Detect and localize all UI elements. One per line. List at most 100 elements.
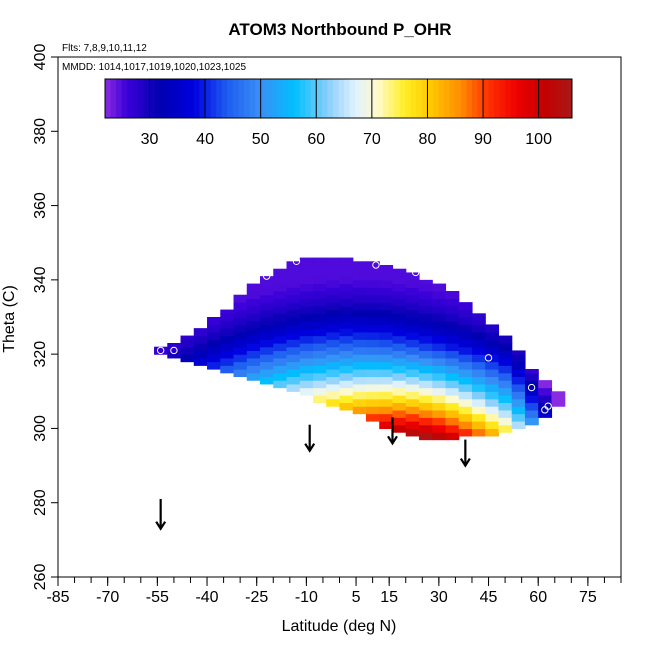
heatmap-cell: [339, 261, 354, 270]
heatmap-field: [154, 257, 566, 441]
heatmap-cell: [471, 391, 486, 400]
colorbar-segment: [449, 79, 456, 118]
heatmap-cell: [220, 320, 235, 329]
heatmap-cell: [260, 309, 274, 318]
colorbar-segment: [160, 79, 167, 118]
colorbar-segment: [466, 79, 473, 118]
heatmap-cell: [246, 283, 261, 292]
heatmap-cell: [326, 309, 341, 318]
heatmap-cell: [485, 361, 500, 370]
heatmap-cell: [511, 350, 526, 355]
heatmap-cell: [313, 276, 327, 285]
heatmap-cell: [207, 324, 221, 333]
heatmap-cell: [458, 383, 473, 392]
heatmap-cell: [418, 372, 433, 381]
heatmap-cell: [471, 354, 486, 363]
heatmap-cell: [220, 313, 235, 322]
heatmap-cell: [485, 324, 500, 333]
heatmap-cell: [551, 391, 566, 400]
colorbar-segment: [555, 79, 562, 118]
heatmap-cell: [418, 380, 433, 389]
y-tick-label: 380: [32, 118, 49, 145]
y-axis-label: Theta (C): [1, 285, 18, 353]
colorbar-segment: [255, 79, 262, 118]
heatmap-cell: [405, 279, 420, 288]
heatmap-cell: [339, 395, 354, 404]
heatmap-cell: [485, 383, 500, 392]
heatmap-cell: [445, 395, 460, 404]
heatmap-cell: [180, 346, 195, 355]
heatmap-cell: [207, 339, 221, 348]
colorbar-segment: [494, 79, 501, 118]
heatmap-cell: [326, 391, 341, 400]
heatmap-cell: [339, 372, 354, 381]
heatmap-cell: [471, 346, 486, 355]
colorbar-segment: [388, 79, 395, 118]
colorbar-segment: [143, 79, 150, 118]
heatmap-cell: [445, 335, 460, 344]
colorbar-segment: [299, 79, 306, 118]
heatmap-cell: [379, 279, 394, 288]
heatmap-cell: [352, 339, 367, 348]
heatmap-cell: [246, 357, 261, 366]
heatmap-cell: [445, 350, 460, 359]
arrow-markers: [155, 417, 471, 531]
heatmap-cell: [260, 346, 274, 355]
heatmap-cell: [273, 298, 288, 307]
heatmap-cell: [485, 331, 500, 340]
heatmap-cell: [233, 317, 248, 326]
heatmap-cell: [167, 350, 182, 359]
heatmap-cell: [405, 361, 420, 370]
heatmap-cell: [299, 283, 314, 292]
heatmap-cell: [207, 361, 221, 370]
heatmap-cell: [432, 372, 447, 381]
colorbar-segment: [310, 79, 317, 118]
heatmap-cell: [313, 380, 327, 389]
heatmap-cell: [432, 424, 447, 433]
colorbar-segment: [421, 79, 428, 118]
x-tick-label: 75: [579, 589, 597, 606]
heatmap-cell: [458, 413, 473, 422]
heatmap-cell: [458, 398, 473, 407]
colorbar-segment: [516, 79, 523, 118]
heatmap-cell: [326, 398, 341, 407]
colorbar-segment: [444, 79, 451, 118]
heatmap-cell: [511, 361, 526, 370]
y-tick-label: 340: [32, 266, 49, 293]
heatmap-cell: [299, 257, 314, 262]
heatmap-cell: [207, 346, 221, 355]
sample-point: [448, 283, 456, 291]
heatmap-cell: [273, 313, 288, 322]
heatmap-cell: [352, 265, 367, 274]
heatmap-cell: [233, 339, 248, 348]
heatmap-cell: [498, 335, 513, 344]
heatmap-cell: [286, 317, 301, 326]
heatmap-cell: [445, 424, 460, 433]
heatmap-cell: [458, 346, 473, 355]
heatmap-cell: [365, 383, 380, 392]
heatmap-cell: [538, 387, 553, 396]
sample-point: [262, 272, 271, 280]
heatmap-cell: [365, 279, 380, 288]
heatmap-cell: [392, 380, 407, 389]
heatmap-cell: [260, 294, 274, 303]
heatmap-cell: [485, 406, 500, 415]
heatmap-cell: [392, 409, 407, 418]
heatmap-cell: [220, 309, 235, 314]
heatmap-cell: [551, 398, 566, 407]
heatmap-cell: [207, 317, 221, 326]
heatmap-cell: [392, 387, 407, 396]
heatmap-cell: [326, 302, 341, 311]
heatmap-cell: [313, 257, 327, 262]
heatmap-cell: [392, 298, 407, 307]
colorbar-segment: [366, 79, 373, 118]
colorbar-segment: [249, 79, 256, 118]
colorbar-segment: [305, 79, 312, 118]
y-axis: 260 280 300 320 340 360 380 400: [32, 44, 59, 590]
heatmap-cell: [392, 291, 407, 300]
colorbar-segment: [294, 79, 301, 118]
heatmap-cell: [432, 380, 447, 389]
heatmap-cell: [313, 305, 327, 314]
heatmap-cell: [273, 350, 288, 359]
colorbar: 30 40 50 60 70 80 90 100: [104, 78, 573, 148]
